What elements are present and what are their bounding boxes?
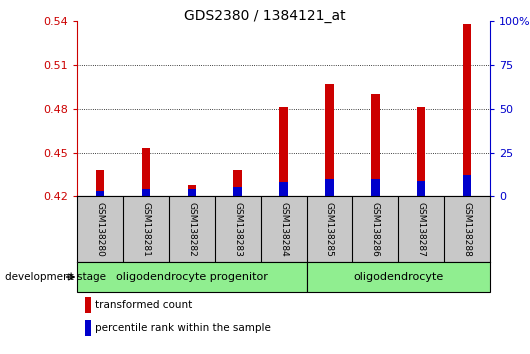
Bar <box>417 181 426 196</box>
Bar <box>306 262 490 292</box>
Bar <box>279 182 288 196</box>
Text: GDS2380 / 1384121_at: GDS2380 / 1384121_at <box>184 9 346 23</box>
Bar <box>372 179 379 196</box>
Text: GSM138284: GSM138284 <box>279 202 288 256</box>
Bar <box>96 191 104 196</box>
Bar <box>77 262 306 292</box>
Text: percentile rank within the sample: percentile rank within the sample <box>95 323 271 333</box>
Text: oligodendrocyte progenitor: oligodendrocyte progenitor <box>116 272 268 282</box>
Text: GSM138281: GSM138281 <box>142 202 150 257</box>
Text: GSM138286: GSM138286 <box>371 202 380 257</box>
Text: GSM138283: GSM138283 <box>233 202 242 257</box>
Bar <box>279 107 288 196</box>
Bar <box>96 170 104 196</box>
Text: GSM138280: GSM138280 <box>95 202 104 257</box>
Text: GSM138285: GSM138285 <box>325 202 334 257</box>
Text: GSM138288: GSM138288 <box>463 202 472 257</box>
Text: transformed count: transformed count <box>95 300 193 310</box>
Bar <box>234 187 242 196</box>
Bar <box>85 320 91 336</box>
Text: GSM138282: GSM138282 <box>187 202 196 256</box>
Text: GSM138287: GSM138287 <box>417 202 426 257</box>
Bar <box>188 185 196 196</box>
Bar <box>188 189 196 196</box>
Bar <box>142 148 150 196</box>
Bar <box>417 107 426 196</box>
Bar <box>463 176 471 196</box>
Bar <box>372 94 379 196</box>
Bar <box>325 84 333 196</box>
Bar <box>325 179 333 196</box>
Text: development stage: development stage <box>5 272 107 282</box>
Text: oligodendrocyte: oligodendrocyte <box>354 272 444 282</box>
Bar <box>463 24 471 196</box>
Bar <box>142 189 150 196</box>
Bar <box>85 297 91 313</box>
Bar <box>234 170 242 196</box>
